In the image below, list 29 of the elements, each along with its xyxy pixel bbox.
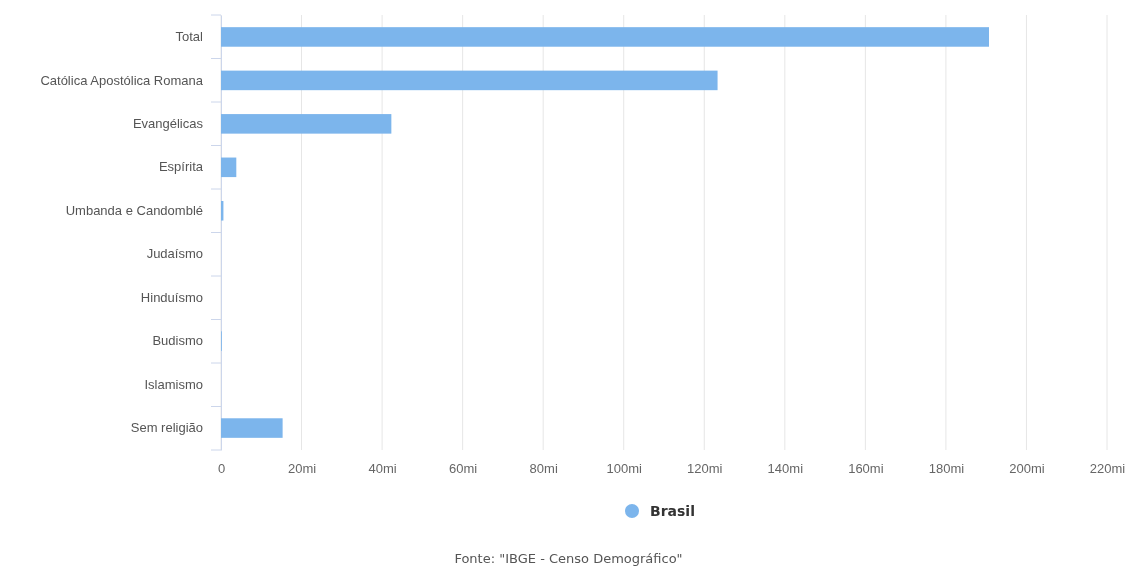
y-tick-label: Umbanda e Candomblé <box>65 202 203 218</box>
x-tick-label: 180mi <box>928 461 965 477</box>
y-tick-label: Islamismo <box>144 376 203 392</box>
x-tick-label: 200mi <box>1009 461 1045 477</box>
x-tick-label: 80mi <box>529 461 558 477</box>
x-tick-label: 120mi <box>687 461 723 477</box>
bar <box>221 114 392 134</box>
y-tick-label: Budismo <box>152 333 203 349</box>
y-tick-label: Sem religião <box>130 420 203 436</box>
x-tick-label: 20mi <box>287 461 317 477</box>
y-tick-label: Católica Apostólica Romana <box>40 72 204 88</box>
legend-label: Brasil <box>650 503 695 519</box>
y-tick-label: Judaísmo <box>146 246 203 262</box>
bar <box>221 418 283 438</box>
y-tick-label: Espírita <box>158 159 204 175</box>
x-tick-label: 0 <box>217 461 226 477</box>
x-tick-label: 140mi <box>767 461 804 477</box>
x-tick-label: 160mi <box>848 461 884 477</box>
x-tick-label: 40mi <box>368 461 397 477</box>
y-tick-label: Total <box>175 29 204 45</box>
y-tick-label: Evangélicas <box>132 116 204 132</box>
bar <box>221 27 989 47</box>
x-tick-label: 220mi <box>1089 461 1126 477</box>
bar <box>221 157 237 178</box>
source-note: Fonte: "IBGE - Censo Demográfico" <box>454 551 683 566</box>
bar <box>221 70 718 91</box>
y-tick-label: Hinduísmo <box>140 289 203 305</box>
x-tick-label: 60mi <box>449 461 478 477</box>
x-tick-label: 100mi <box>606 461 643 477</box>
